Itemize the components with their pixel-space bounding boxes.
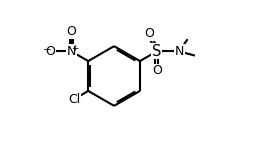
Text: N: N (174, 45, 184, 58)
Text: −: − (43, 45, 52, 55)
Text: O: O (46, 45, 55, 58)
Text: O: O (67, 26, 76, 38)
Text: +: + (71, 44, 78, 53)
Text: O: O (152, 64, 162, 77)
Text: O: O (144, 27, 154, 40)
Text: N: N (67, 45, 76, 58)
Text: Cl: Cl (68, 93, 80, 106)
Text: S: S (152, 44, 162, 59)
